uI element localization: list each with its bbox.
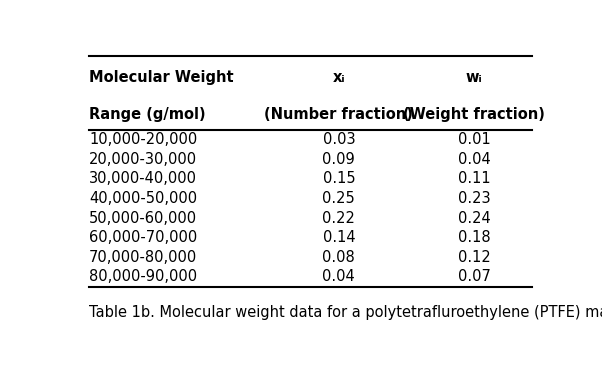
Text: 0.18: 0.18 [458, 230, 491, 245]
Text: xᵢ: xᵢ [332, 70, 345, 85]
Text: 0.04: 0.04 [323, 269, 355, 284]
Text: wᵢ: wᵢ [466, 70, 483, 85]
Text: 60,000-70,000: 60,000-70,000 [89, 230, 197, 245]
Text: 0.03: 0.03 [323, 132, 355, 147]
Text: 0.11: 0.11 [458, 171, 491, 186]
Text: 10,000-20,000: 10,000-20,000 [89, 132, 197, 147]
Text: 20,000-30,000: 20,000-30,000 [89, 152, 197, 167]
Text: Range (g/mol): Range (g/mol) [89, 107, 206, 122]
Text: Molecular Weight: Molecular Weight [89, 70, 234, 85]
Text: (Weight fraction): (Weight fraction) [403, 107, 545, 122]
Text: 0.15: 0.15 [323, 171, 355, 186]
Text: 30,000-40,000: 30,000-40,000 [89, 171, 197, 186]
Text: 0.22: 0.22 [323, 211, 355, 225]
Text: 0.09: 0.09 [323, 152, 355, 167]
Text: 0.01: 0.01 [458, 132, 491, 147]
Text: 0.25: 0.25 [323, 191, 355, 206]
Text: 0.08: 0.08 [323, 250, 355, 265]
Text: 0.23: 0.23 [458, 191, 491, 206]
Text: Table 1b. Molecular weight data for a polytetrafluroethylene (PTFE) material: Table 1b. Molecular weight data for a po… [89, 305, 602, 320]
Text: 0.24: 0.24 [458, 211, 491, 225]
Text: 50,000-60,000: 50,000-60,000 [89, 211, 197, 225]
Text: 0.14: 0.14 [323, 230, 355, 245]
Text: 80,000-90,000: 80,000-90,000 [89, 269, 197, 284]
Text: 0.12: 0.12 [458, 250, 491, 265]
Text: (Number fraction): (Number fraction) [264, 107, 414, 122]
Text: 40,000-50,000: 40,000-50,000 [89, 191, 197, 206]
Text: 70,000-80,000: 70,000-80,000 [89, 250, 197, 265]
Text: 0.07: 0.07 [458, 269, 491, 284]
Text: 0.04: 0.04 [458, 152, 491, 167]
